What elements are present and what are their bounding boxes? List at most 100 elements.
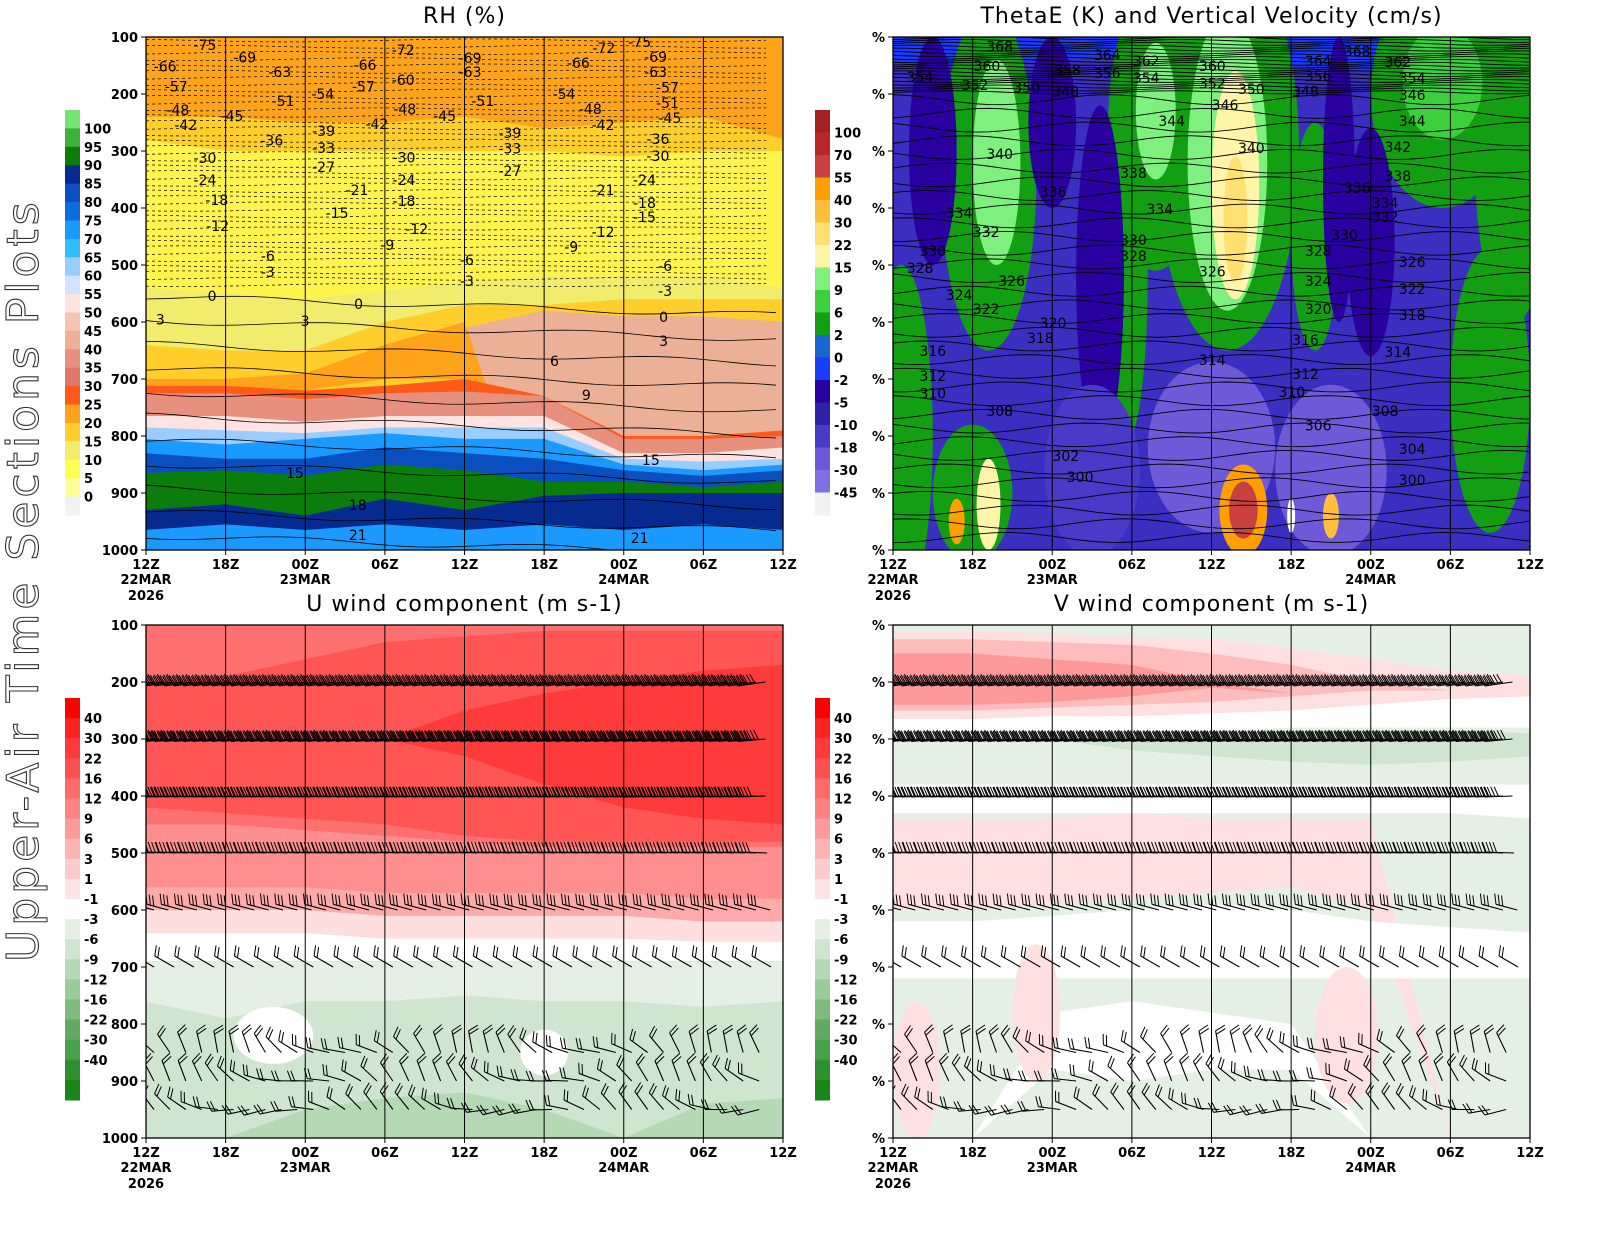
wind-barb: [286, 1070, 314, 1082]
wind-barb: [588, 729, 623, 742]
contour-line: [146, 195, 767, 200]
wind-barb: [546, 893, 570, 911]
wind-barb: [751, 945, 772, 968]
wind-barb: [451, 1024, 462, 1053]
wind-barb: [489, 893, 513, 911]
wind-barb: [1329, 1085, 1348, 1110]
contour-label: 358: [1054, 63, 1081, 79]
wind-barb: [1160, 945, 1180, 968]
wind-barb: [1453, 1024, 1465, 1053]
contour-label: -63: [644, 65, 667, 81]
colorbar-swatch: [815, 758, 830, 779]
colorbar-swatch: [65, 294, 80, 313]
wind-barb: [1120, 945, 1141, 968]
contour-label: 368: [1344, 44, 1371, 60]
colorbar-label: -6: [84, 933, 98, 948]
colorbar-rh: 1009590858075706560555045403530252015105…: [65, 110, 111, 516]
wind-barb: [507, 1025, 521, 1053]
wind-barb: [394, 1082, 410, 1110]
wind-barb: [303, 1068, 330, 1082]
contour-line: [146, 245, 767, 250]
wind-barb: [341, 1059, 362, 1082]
contour-label: 310: [919, 386, 946, 402]
wind-barb: [379, 1082, 394, 1110]
wind-barb: [363, 1082, 378, 1110]
wind-barb: [1498, 945, 1519, 968]
side-title: Upper-Air Time Sections Plots: [0, 198, 49, 962]
y-tick-label: %: [872, 31, 885, 46]
colorbar-label: 40: [834, 712, 852, 727]
colorbar-swatch: [815, 1059, 830, 1081]
wind-barb: [722, 729, 756, 742]
wind-barb: [575, 1037, 600, 1054]
wind-barb: [233, 945, 254, 968]
y-tick-label: 500: [111, 259, 138, 274]
wind-barb: [634, 1082, 649, 1110]
wind-barb: [687, 1093, 712, 1111]
wind-barb: [669, 1024, 680, 1053]
wind-barb: [146, 1052, 155, 1082]
contour-label: 0: [354, 297, 363, 313]
wind-barb: [636, 729, 670, 742]
wind-barb: [517, 893, 542, 911]
colorbar-label: 90: [84, 159, 102, 174]
contour-label: -42: [365, 117, 388, 133]
x-tick-label: 00Z: [291, 558, 319, 573]
contour-label: -18: [633, 196, 656, 212]
y-tick-label: 300: [111, 733, 138, 748]
colorbar-label: -40: [834, 1054, 858, 1069]
colorbar-label: 6: [834, 833, 843, 848]
wind-barb: [975, 1024, 986, 1053]
contour-line: [146, 113, 767, 118]
colorbar-swatch: [65, 838, 80, 860]
wind-barb: [1343, 1058, 1364, 1082]
colorbar-swatch: [65, 386, 80, 406]
wind-barb: [353, 945, 374, 968]
wind-barb: [278, 1030, 298, 1053]
wind-barb: [413, 1024, 426, 1053]
colorbar-swatch: [65, 422, 80, 442]
wind-barb: [1401, 1052, 1412, 1082]
contour-label: 3: [156, 313, 165, 329]
wind-barb: [1279, 945, 1300, 968]
colorbar-swatch: [815, 132, 830, 156]
y-tick-label: 300: [111, 145, 138, 160]
contour-label: 340: [1238, 141, 1265, 157]
colorbar-swatch: [815, 222, 830, 246]
wind-barb: [331, 893, 355, 911]
contour-label: -18: [205, 193, 228, 209]
wind-barb: [253, 1104, 282, 1115]
wind-barb: [472, 945, 493, 968]
wind-barb: [483, 1060, 505, 1082]
wind-barb: [592, 945, 613, 968]
x-tick-label: 18Z: [530, 558, 558, 573]
wind-barb: [1064, 893, 1088, 911]
wind-barb: [1310, 1089, 1332, 1110]
colorbar-swatch: [65, 183, 80, 203]
contour-line: [146, 201, 767, 206]
contour-line: [146, 220, 767, 225]
colorbar-swatch: [65, 165, 80, 185]
wind-barb: [1250, 893, 1274, 911]
wind-barb: [1035, 893, 1059, 911]
colorbar-label: 16: [84, 772, 102, 787]
wind-barb: [1395, 1083, 1411, 1110]
wind-barb: [1319, 945, 1340, 968]
wind-barb: [1126, 1053, 1141, 1082]
contour-label: -33: [498, 142, 521, 158]
colorbar-swatch: [815, 818, 830, 840]
contour-line: [146, 264, 767, 268]
x-tick-date: 23MAR: [1027, 573, 1078, 588]
field-thetae: 368 364 362 360 358 356 354 354 352 350 348 360 352 3…: [893, 37, 1530, 550]
wind-barb: [1025, 1030, 1045, 1053]
wind-barb: [326, 1086, 346, 1110]
wind-barb: [483, 729, 518, 742]
contour-line: [146, 392, 777, 413]
contour-line: [146, 232, 767, 237]
wind-barb: [1168, 1087, 1188, 1110]
wind-barb: [1080, 945, 1101, 968]
colorbar-swatch: [65, 1019, 80, 1041]
wind-barb: [1481, 841, 1515, 854]
wind-barb: [1212, 786, 1245, 798]
wind-barb: [893, 1044, 902, 1053]
